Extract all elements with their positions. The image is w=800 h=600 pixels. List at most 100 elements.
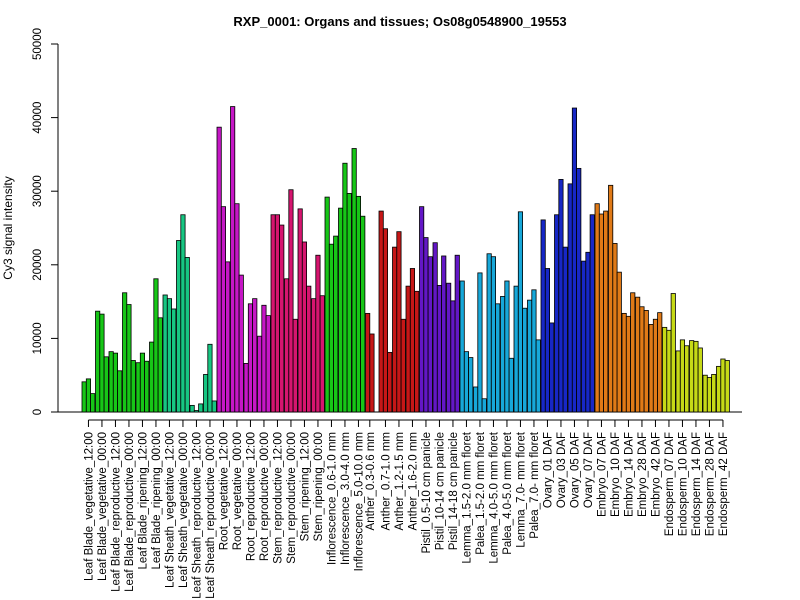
bar xyxy=(517,211,523,413)
bar xyxy=(85,378,92,413)
x-tick-label: Leaf Blade_ripening_00:00 xyxy=(151,432,163,569)
bar xyxy=(585,251,591,413)
bar xyxy=(230,106,236,413)
bar xyxy=(589,214,595,413)
x-tick-label: Endosperm_14 DAF xyxy=(691,432,703,536)
bar xyxy=(427,256,433,413)
bar xyxy=(504,280,510,413)
bar xyxy=(473,386,479,413)
bar xyxy=(270,214,276,413)
bar xyxy=(176,240,182,413)
x-tick-label: Endosperm_42 DAF xyxy=(718,432,730,536)
bar xyxy=(324,196,330,413)
x-tick-label: Ovary_05 DAF xyxy=(569,432,581,508)
bar xyxy=(382,228,388,413)
bar xyxy=(711,374,717,413)
bar xyxy=(252,298,258,413)
bar xyxy=(392,246,398,413)
bar xyxy=(508,357,514,413)
x-tick-label: Embryo_07 DAF xyxy=(596,432,608,517)
x-tick-label: Root_reproductive_00:00 xyxy=(259,432,271,561)
y-tick-label: 40000 xyxy=(32,102,44,134)
x-tick-label: Leaf Blade_vegetative_12:00 xyxy=(83,432,95,581)
bar xyxy=(171,308,177,413)
x-tick-label: Embryo_14 DAF xyxy=(623,432,635,517)
x-tick-label: Root_vegetative_00:00 xyxy=(232,432,244,550)
bar xyxy=(355,195,361,413)
bar xyxy=(554,214,560,413)
x-tick-label: Anther_0.7-1.0 mm xyxy=(380,432,392,530)
bar xyxy=(459,280,465,413)
bar xyxy=(396,231,402,413)
bar xyxy=(189,404,195,413)
bar xyxy=(144,360,150,413)
bar xyxy=(697,347,703,413)
bar xyxy=(117,370,123,413)
bar xyxy=(112,352,119,413)
x-tick-label: Lemma_1.5-2.0 mm floret xyxy=(461,431,473,563)
bar xyxy=(306,285,312,413)
bar xyxy=(603,210,609,413)
bar xyxy=(220,206,227,413)
bar xyxy=(203,374,209,413)
bar xyxy=(535,339,541,413)
x-tick-label: Pistil_14-18 cm panicle xyxy=(448,432,460,550)
bar xyxy=(409,268,415,413)
bar xyxy=(414,290,420,413)
bar xyxy=(481,398,487,413)
bar xyxy=(419,206,425,413)
bar xyxy=(463,351,469,413)
bar xyxy=(292,318,298,413)
x-tick-label: Anther_1.6-2.0 mm xyxy=(407,432,419,530)
bar xyxy=(130,360,136,413)
bar xyxy=(540,219,546,413)
bar xyxy=(405,285,411,413)
bar xyxy=(369,333,375,413)
x-tick-label: Stem_ripening_12:00 xyxy=(299,432,311,541)
x-tick-label: Ovary_07 DAF xyxy=(583,432,595,508)
x-tick-label: Leaf Sheath_reproductive_00:00 xyxy=(205,432,217,599)
bar xyxy=(108,351,114,413)
bar xyxy=(279,224,285,413)
bar xyxy=(652,318,658,413)
bar xyxy=(135,362,141,413)
bar xyxy=(639,306,645,413)
bar xyxy=(365,312,371,413)
x-tick-label: Embryo_42 DAF xyxy=(650,432,662,517)
chart-title: RXP_0001: Organs and tissues; Os08g05489… xyxy=(233,14,566,29)
bar xyxy=(513,285,519,413)
x-tick-label: Root_vegetative_12:00 xyxy=(218,432,230,550)
x-tick-label: Inflorescence_0.6-1.0 mm xyxy=(326,432,338,565)
bar xyxy=(684,345,690,413)
x-tick-label: Leaf Blade_reproductive_00:00 xyxy=(124,432,136,592)
bar xyxy=(608,184,614,413)
bar xyxy=(625,315,631,413)
y-tick-label: 30000 xyxy=(32,175,44,207)
y-tick-label: 10000 xyxy=(32,322,44,354)
y-tick-label: 20000 xyxy=(32,249,44,281)
bar xyxy=(342,162,348,413)
bar xyxy=(432,242,438,413)
bar xyxy=(257,335,263,413)
x-tick-label: Lemma_4.0-5.0 mm floret xyxy=(488,431,500,563)
bar xyxy=(490,256,496,413)
bar xyxy=(576,167,582,413)
bar xyxy=(616,271,622,413)
x-tick-label: Stem_reproductive_12:00 xyxy=(272,432,284,564)
bar xyxy=(598,213,604,413)
bar xyxy=(571,107,577,413)
bar xyxy=(234,203,240,413)
bar xyxy=(122,292,128,413)
x-tick-label: Endosperm_10 DAF xyxy=(677,432,689,536)
x-tick-label: Palea_4.0-5.0 mm floret xyxy=(502,431,514,555)
bar xyxy=(211,400,217,413)
bar xyxy=(338,207,344,413)
y-tick-label: 0 xyxy=(32,409,44,415)
bar xyxy=(346,193,352,413)
bar xyxy=(581,260,587,413)
bar xyxy=(648,324,654,413)
bar xyxy=(643,310,649,413)
x-tick-label: Palea_1.5-2.0 mm floret xyxy=(475,431,487,555)
x-tick-label: Stem_ripening_00:00 xyxy=(313,432,325,541)
